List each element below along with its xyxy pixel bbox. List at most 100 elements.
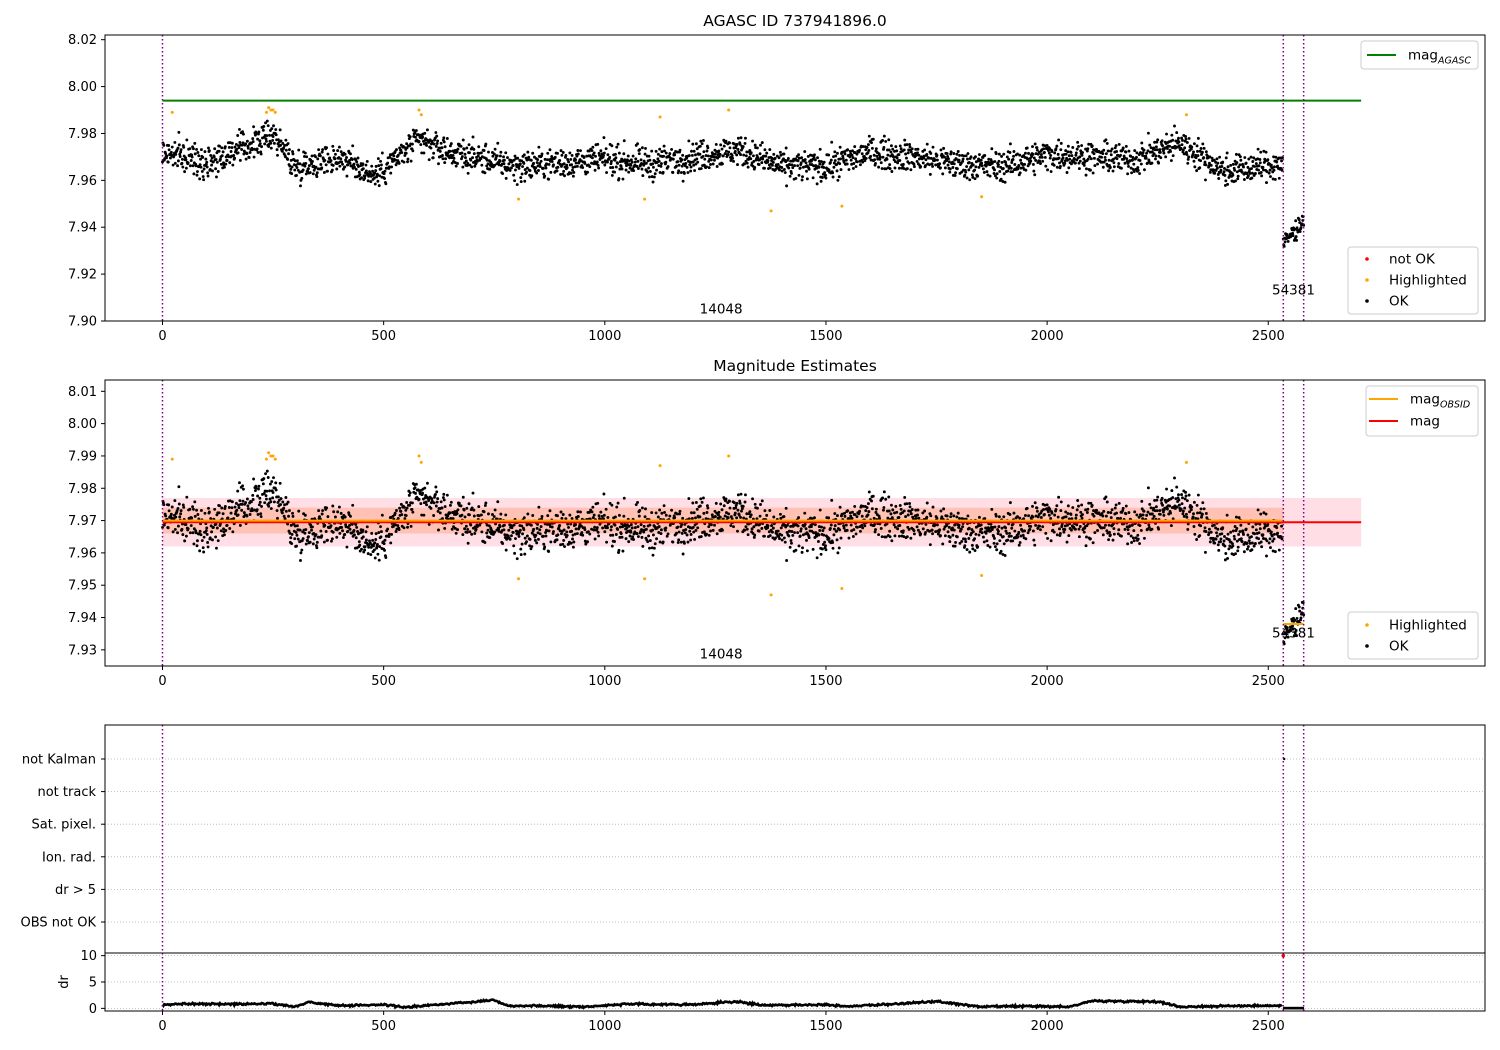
ok-point (796, 531, 800, 535)
ok-point (270, 127, 274, 131)
ok-point (718, 152, 722, 156)
ok-point (1141, 517, 1145, 521)
ok-point (400, 513, 404, 517)
ok-point (1199, 507, 1203, 511)
ok-point (537, 169, 540, 172)
ok-point (1245, 171, 1249, 175)
ok-point (472, 152, 476, 156)
ok-point (647, 534, 651, 538)
ok-point (1123, 527, 1127, 531)
ok-point (902, 509, 906, 513)
ok-point (338, 164, 342, 168)
ok-point (735, 516, 739, 520)
ok-point (705, 165, 708, 169)
ok-point (627, 540, 631, 544)
ok-point (1049, 539, 1053, 543)
ok-point (456, 161, 459, 165)
ok-point (380, 513, 384, 517)
legend-label: Highlighted (1389, 273, 1467, 289)
ok-point (965, 176, 969, 180)
ok-point (523, 168, 527, 172)
ok-point (591, 145, 595, 149)
ok-point (346, 163, 350, 167)
ok-point (530, 531, 534, 535)
ok-point (173, 499, 177, 503)
ok-point (233, 505, 237, 509)
ok-point (376, 157, 380, 161)
ok-point (464, 156, 467, 160)
ok-point (1236, 174, 1240, 178)
ok-point (230, 500, 234, 504)
ok-point (595, 160, 599, 164)
ok-point (590, 156, 594, 160)
ok-point (979, 158, 983, 162)
ok-point (227, 145, 231, 149)
ok-point (1027, 514, 1030, 518)
ok-point (1152, 152, 1156, 156)
ok-point (326, 152, 330, 156)
ok-point (377, 184, 381, 188)
ok-point (1042, 508, 1046, 511)
ok-point (470, 165, 474, 169)
ok-point (662, 144, 666, 148)
ok-point (276, 500, 280, 504)
ok-point (1252, 156, 1256, 160)
ok-point (1177, 493, 1180, 497)
ok-point (813, 158, 817, 162)
ok-point (821, 542, 825, 546)
ok-point (693, 169, 697, 172)
ok-point (434, 131, 438, 134)
ok-point (990, 507, 994, 511)
ok-point (1007, 166, 1011, 170)
ok-point (297, 509, 301, 513)
ok-point (1233, 168, 1237, 172)
ok-point (715, 511, 719, 515)
ok-point (849, 158, 853, 162)
ok-point (837, 175, 841, 179)
ok-point (779, 153, 783, 157)
ok-point (850, 153, 854, 157)
ok-point (1039, 153, 1043, 157)
ok-point (685, 533, 689, 537)
ok-point (462, 147, 466, 151)
ok-point (726, 516, 730, 520)
ok-point (498, 525, 502, 529)
ok-point (289, 167, 293, 171)
ok-point (535, 526, 539, 530)
ok-point (1123, 156, 1126, 160)
ok-point (1133, 149, 1137, 153)
ok-point (522, 153, 526, 157)
ok-point (743, 162, 747, 166)
y-tick-label: 7.96 (68, 174, 97, 189)
ok-point (1200, 150, 1204, 154)
ok-point (233, 145, 237, 149)
ok-point (1048, 507, 1052, 511)
ok-point (858, 509, 862, 513)
ok-point (1163, 506, 1167, 510)
ok-point (1263, 159, 1267, 163)
ok-point (167, 148, 171, 152)
ok-point (835, 538, 839, 542)
ok-point (657, 159, 661, 163)
ok-point (1214, 168, 1218, 172)
ok-point (1033, 543, 1037, 547)
ok-point (790, 171, 793, 175)
ok-point (818, 147, 822, 151)
ok-point (591, 516, 595, 520)
ok-point (310, 154, 314, 158)
ok-point (207, 510, 211, 514)
ok-point (169, 156, 172, 160)
ok-point (1187, 493, 1191, 497)
ok-point (310, 162, 314, 166)
ok-point (637, 152, 641, 156)
ok-point (391, 524, 395, 528)
ok-point (1047, 513, 1051, 517)
ok-point (202, 178, 206, 182)
ok-point (191, 164, 195, 168)
ok-point (956, 150, 960, 153)
ok-point (610, 173, 614, 177)
ok-point (232, 517, 236, 521)
ok-point (960, 170, 964, 174)
ok-point (538, 528, 542, 532)
ok-point (1285, 233, 1289, 236)
